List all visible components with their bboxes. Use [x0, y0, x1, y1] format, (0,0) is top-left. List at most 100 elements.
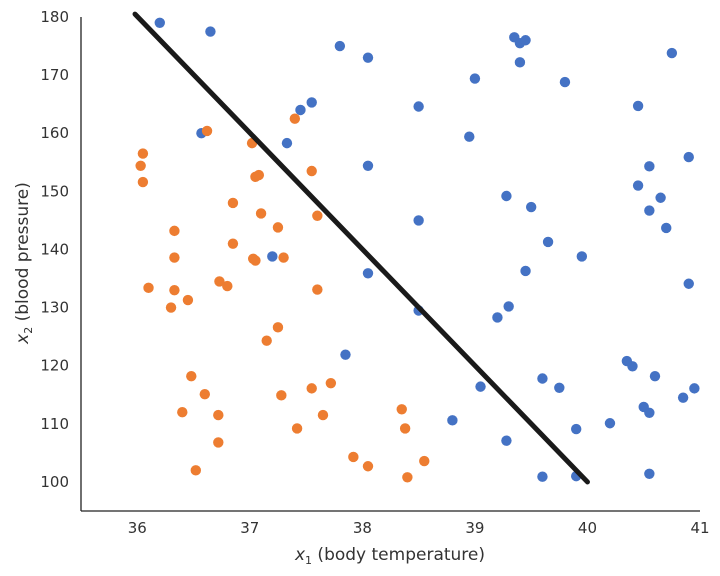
blue-point	[520, 265, 531, 277]
y-axis-title-subscript: 2	[22, 327, 35, 334]
orange-point	[348, 451, 359, 463]
blue-point	[666, 47, 678, 59]
y-tick-label: 160	[40, 124, 69, 142]
orange-point	[253, 169, 265, 181]
orange-point	[137, 176, 149, 188]
y-tick-label: 130	[40, 299, 69, 317]
blue-point	[362, 160, 374, 171]
blue-point	[340, 349, 351, 360]
blue-point	[644, 468, 655, 480]
axis-titles: x1 (body temperature) x2 (blood pressure…	[13, 182, 485, 567]
tick-labels: 36 37 38 39 40 41 100 110 120 130 140 150 160 170 180	[40, 8, 709, 537]
x-axis-title-variable: x	[294, 545, 306, 565]
blue-point	[334, 40, 346, 52]
orange-point	[306, 165, 317, 177]
orange-point	[169, 225, 180, 237]
orange-point	[325, 377, 337, 389]
orange-point	[143, 282, 154, 294]
blue-point	[362, 268, 374, 279]
orange-point	[419, 455, 430, 467]
blue-point	[683, 278, 694, 289]
blue-point	[661, 222, 672, 234]
blue-point	[559, 76, 571, 88]
blue-point	[649, 370, 661, 382]
orange-point	[199, 388, 210, 400]
blue-point	[503, 301, 514, 312]
orange-point	[317, 409, 329, 421]
orange-point	[255, 208, 267, 219]
y-tick-label: 100	[40, 473, 69, 491]
blue-point	[604, 418, 616, 429]
y-axis-title: x2 (blood pressure)	[13, 182, 35, 345]
x-tick-label: 39	[465, 519, 484, 537]
y-tick-label: 180	[40, 8, 69, 26]
decision-boundary	[132, 11, 590, 485]
orange-point	[306, 383, 317, 394]
blue-point	[655, 192, 666, 203]
orange-point	[312, 284, 323, 295]
orange-point	[227, 238, 239, 249]
orange-point	[169, 252, 180, 263]
blue-point	[632, 180, 644, 191]
orange-point	[272, 222, 284, 233]
orange-point	[213, 437, 224, 448]
orange-point	[177, 407, 188, 418]
orange-point	[276, 390, 287, 401]
orange-point	[272, 322, 284, 333]
blue-point	[644, 407, 655, 418]
orange-point	[169, 284, 180, 296]
blue-point	[537, 373, 548, 384]
blue-point	[492, 312, 503, 323]
blue-point	[267, 251, 278, 262]
blue-point	[542, 236, 554, 248]
x-tick-label: 40	[578, 519, 597, 537]
orange-point	[362, 461, 374, 472]
y-tick-label: 140	[40, 240, 69, 258]
blue-point	[447, 415, 458, 426]
blue-point	[525, 201, 537, 213]
orange-point	[182, 294, 194, 306]
y-tick-label: 120	[40, 357, 69, 375]
y-tick-label: 150	[40, 182, 69, 200]
x-tick-label: 41	[690, 519, 709, 537]
orange-point	[289, 113, 301, 124]
blue-point	[677, 392, 689, 403]
orange-point	[186, 370, 197, 382]
blue-point	[281, 137, 293, 149]
blue-point	[154, 17, 165, 29]
x-axis-title-text: (body temperature)	[312, 545, 485, 565]
x-tick-label: 38	[353, 519, 372, 537]
orange-point	[396, 404, 407, 415]
orange-point	[201, 125, 213, 137]
orange-point	[402, 472, 413, 483]
axes	[80, 17, 700, 512]
orange-point	[165, 302, 177, 313]
y-tick-label: 110	[40, 415, 69, 433]
x-tick-label: 37	[240, 519, 259, 537]
y-tick-label: 170	[40, 66, 69, 84]
blue-point	[362, 52, 374, 63]
blue-point	[501, 190, 512, 202]
orange-point	[250, 255, 261, 266]
blue-point	[644, 205, 655, 216]
orange-point	[137, 148, 149, 159]
blue-point	[464, 131, 475, 142]
y-axis-title-text: (blood pressure)	[13, 182, 33, 327]
blue-point	[627, 361, 638, 372]
blue-point	[571, 423, 582, 435]
blue-point	[295, 104, 306, 116]
y-axis-title-variable: x	[13, 333, 33, 345]
blue-point	[413, 215, 424, 226]
x-tick-label: 36	[128, 519, 147, 537]
blue-point	[514, 57, 526, 68]
blue-point	[644, 161, 655, 172]
blue-point	[475, 381, 486, 392]
orange-point	[261, 335, 272, 346]
orange-point	[312, 210, 323, 221]
orange-point	[291, 423, 303, 434]
orange-point	[227, 197, 239, 209]
data-points	[135, 17, 700, 483]
blue-point	[520, 35, 531, 46]
blue-point	[689, 383, 700, 394]
